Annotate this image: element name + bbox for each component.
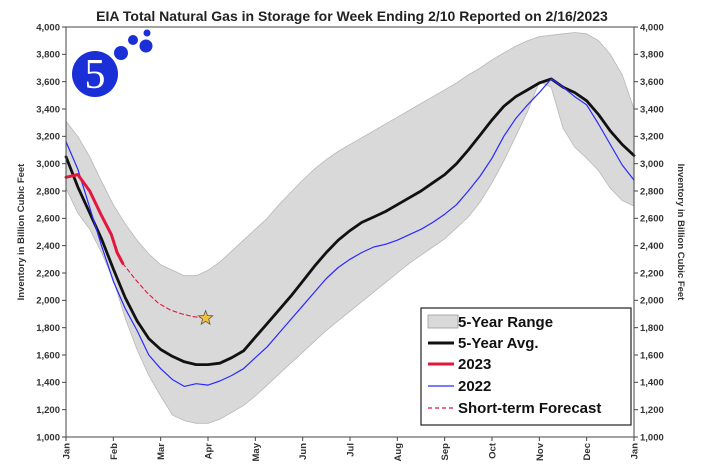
series-line-2023 <box>64 173 125 265</box>
y-tick-label-left: 3,200 <box>36 132 60 143</box>
y-tick-label-right: 3,600 <box>640 77 664 88</box>
y-axis-label-left: Inventory in Billion Cubic Feet <box>16 163 27 301</box>
y-tick-label-right: 3,000 <box>640 159 664 170</box>
y-axis-right: 1,000 1,200 1,400 1,600 1,800 2,000 2,200 2,400… <box>634 22 664 443</box>
legend-label-2023: 2023 <box>458 356 491 373</box>
series-line-short-term-forecast <box>122 262 207 319</box>
y-tick-label-left: 3,600 <box>36 77 60 88</box>
x-tick-label: Apr <box>204 443 215 460</box>
y-tick-label-left: 4,000 <box>36 22 60 33</box>
x-tick-label: Oct <box>488 442 499 459</box>
y-tick-label-right: 1,000 <box>640 432 664 443</box>
logo-dot-large <box>114 46 128 60</box>
legend: 5-Year Range 5-Year Avg. 2023 2022 Short… <box>420 307 632 426</box>
x-tick-label: Sep <box>440 443 451 461</box>
y-tick-label-right: 1,400 <box>640 378 664 389</box>
y-tick-label-right: 3,400 <box>640 104 664 115</box>
y-tick-label-right: 2,000 <box>640 296 664 307</box>
y-tick-label-left: 3,400 <box>36 104 60 115</box>
x-tick-label: Mar <box>156 443 167 460</box>
legend-label-forecast: Short-term Forecast <box>458 400 601 417</box>
forecast-star-marker <box>197 309 214 326</box>
logo-circle <box>72 51 118 97</box>
y-tick-label-left: 2,400 <box>36 241 60 252</box>
y-tick-label-right: 3,800 <box>640 50 664 61</box>
y-tick-label-right: 2,600 <box>640 214 664 225</box>
y-tick-label-left: 1,000 <box>36 432 60 443</box>
y-tick-label-left: 3,000 <box>36 159 60 170</box>
x-tick-label: Nov <box>535 442 546 461</box>
y-tick-label-right: 1,200 <box>640 405 664 416</box>
x-tick-label: Jun <box>298 443 309 460</box>
y-tick-label-left: 1,200 <box>36 405 60 416</box>
chart-title: EIA Total Natural Gas in Storage for Wee… <box>96 8 608 24</box>
y-tick-label-right: 1,800 <box>640 323 664 334</box>
y-tick-label-left: 1,800 <box>36 323 60 334</box>
y-tick-label-right: 3,200 <box>640 132 664 143</box>
series-line-2022 <box>65 78 635 387</box>
x-tick-label: Jan <box>630 443 641 460</box>
y-tick-label-left: 3,800 <box>36 50 60 61</box>
logo-digit-5: 5 <box>85 52 106 98</box>
legend-label-avg: 5-Year Avg. <box>458 335 539 352</box>
x-tick-label: Jan <box>62 443 73 460</box>
x-tick-label: May <box>251 442 262 461</box>
series-line-5-year-avg <box>64 77 636 366</box>
legend-label-2022: 2022 <box>458 378 491 395</box>
y-tick-label-left: 1,600 <box>36 350 60 361</box>
y-axis-left: 1,000 1,200 1,400 1,600 1,800 2,000 2,200 2,400… <box>36 22 66 443</box>
logo: 5 <box>72 29 153 98</box>
y-tick-label-left: 1,400 <box>36 378 60 389</box>
y-tick-label-right: 2,400 <box>640 241 664 252</box>
y-tick-label-right: 2,800 <box>640 186 664 197</box>
series-lines-layer <box>64 77 636 387</box>
x-tick-label: Jul <box>346 443 357 457</box>
y-tick-label-right: 4,000 <box>640 22 664 33</box>
legend-swatch-range <box>427 314 459 329</box>
y-tick-label-right: 1,600 <box>640 350 664 361</box>
y-tick-label-left: 2,600 <box>36 214 60 225</box>
logo-dot-medium <box>128 35 138 45</box>
y-tick-label-left: 2,200 <box>36 268 60 279</box>
x-axis: Jan Feb Mar Apr May Jun Jul Aug Sep Oct Nov Dec Jan <box>62 437 641 461</box>
y-tick-label-left: 2,800 <box>36 186 60 197</box>
y-axis-label-right: Inventory in Billion Cubic Feet <box>675 164 686 302</box>
x-tick-label: Aug <box>393 443 404 462</box>
x-tick-label: Feb <box>109 443 120 460</box>
y-tick-label-left: 2,000 <box>36 296 60 307</box>
logo-dot-small <box>143 29 151 37</box>
y-tick-label-right: 2,200 <box>640 268 664 279</box>
legend-label-range: 5-Year Range <box>458 314 553 331</box>
logo-dot-medium-2 <box>139 39 153 53</box>
x-tick-label: Dec <box>582 443 593 460</box>
annotation-layer <box>197 309 214 326</box>
